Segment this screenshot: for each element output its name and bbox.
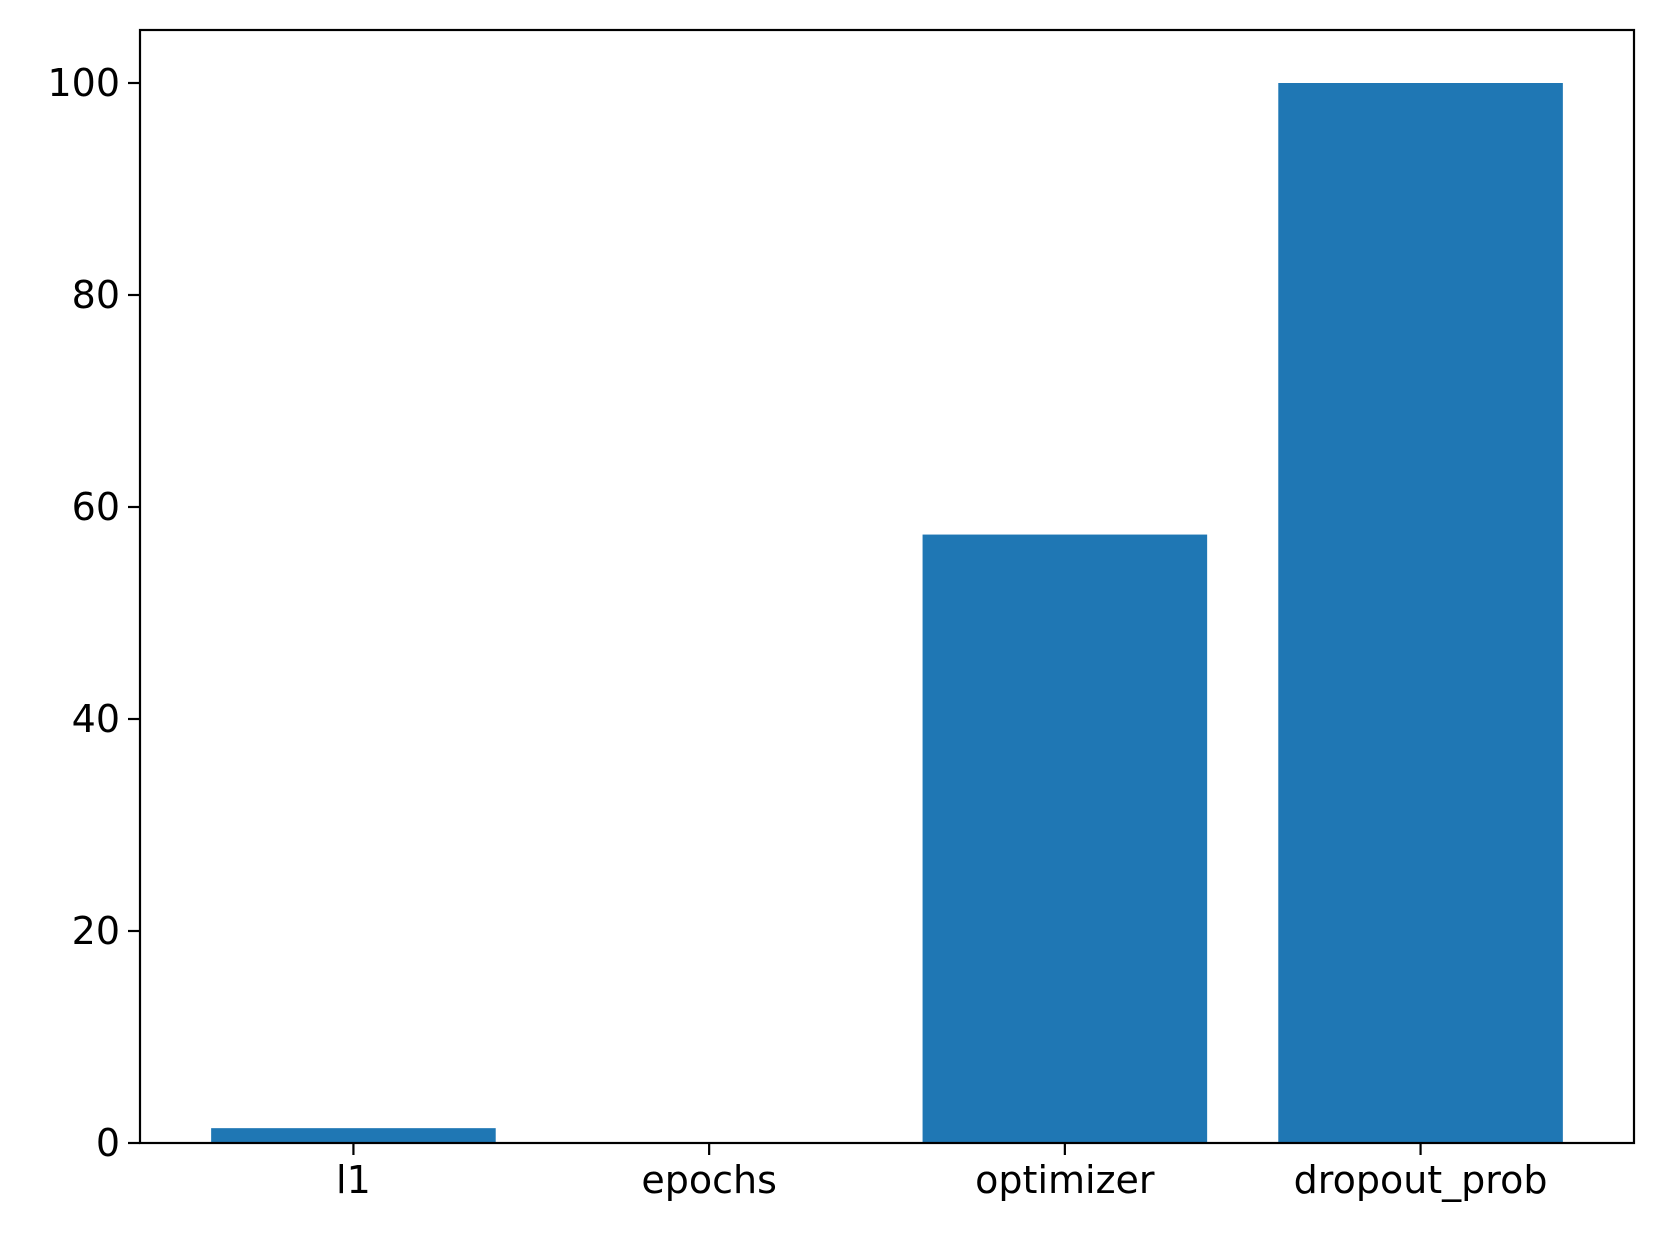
y-tick-label: 20 xyxy=(72,909,120,953)
y-tick-label: 40 xyxy=(72,697,120,741)
bars-layer xyxy=(211,83,1563,1143)
y-tick-label: 80 xyxy=(72,273,120,317)
x-tick-label: optimizer xyxy=(975,1158,1155,1202)
y-tick-label: 100 xyxy=(47,61,120,105)
ticks-layer: 0 20 40 60 80 100 l1 epochs optimizer dropout_pro… xyxy=(47,61,1547,1202)
y-tick-label: 60 xyxy=(72,485,120,529)
bar-dropout-prob xyxy=(1278,83,1563,1143)
bar-optimizer xyxy=(922,534,1208,1143)
x-tick-label: l1 xyxy=(336,1158,371,1202)
x-tick-label: dropout_prob xyxy=(1294,1158,1548,1202)
plot-frame xyxy=(138,28,1636,1145)
x-tick-label: epochs xyxy=(641,1158,777,1202)
bar-l1 xyxy=(211,1128,496,1143)
y-tick-label: 0 xyxy=(96,1121,120,1165)
axes-layer xyxy=(138,28,1636,1145)
